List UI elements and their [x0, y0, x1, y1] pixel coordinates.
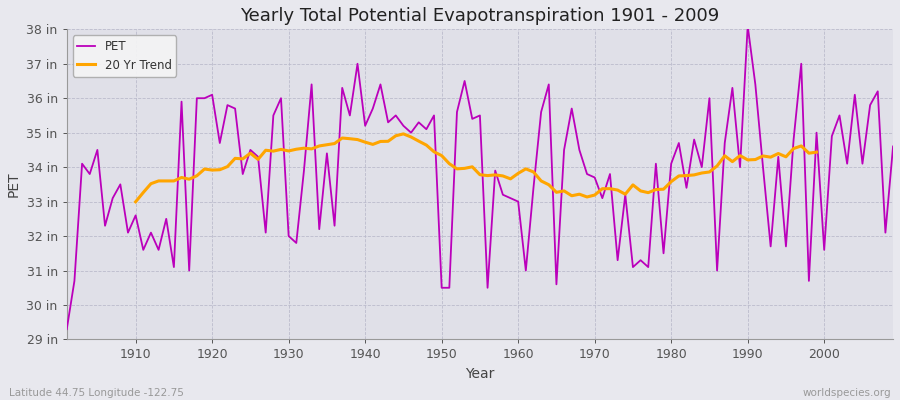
PET — [337, 86, 347, 90]
Line: 20 Yr Trend: 20 Yr Trend — [136, 134, 816, 202]
PET — [742, 24, 753, 28]
PET — [61, 327, 72, 332]
20 Yr Trend — [811, 150, 822, 154]
Text: worldspecies.org: worldspecies.org — [803, 388, 891, 398]
PET — [513, 199, 524, 204]
PET — [605, 172, 616, 176]
Legend: PET, 20 Yr Trend: PET, 20 Yr Trend — [73, 35, 176, 76]
Y-axis label: PET: PET — [7, 172, 21, 197]
20 Yr Trend — [130, 199, 141, 204]
20 Yr Trend — [398, 132, 409, 136]
20 Yr Trend — [612, 188, 623, 192]
PET — [122, 230, 133, 235]
PET — [505, 196, 516, 200]
20 Yr Trend — [788, 146, 799, 151]
20 Yr Trend — [719, 153, 730, 158]
20 Yr Trend — [704, 170, 715, 174]
20 Yr Trend — [222, 164, 233, 169]
20 Yr Trend — [337, 136, 347, 140]
Line: PET: PET — [67, 26, 893, 329]
PET — [887, 144, 898, 149]
Text: Latitude 44.75 Longitude -122.75: Latitude 44.75 Longitude -122.75 — [9, 388, 184, 398]
X-axis label: Year: Year — [465, 367, 495, 381]
Title: Yearly Total Potential Evapotranspiration 1901 - 2009: Yearly Total Potential Evapotranspiratio… — [240, 7, 719, 25]
PET — [291, 240, 302, 245]
